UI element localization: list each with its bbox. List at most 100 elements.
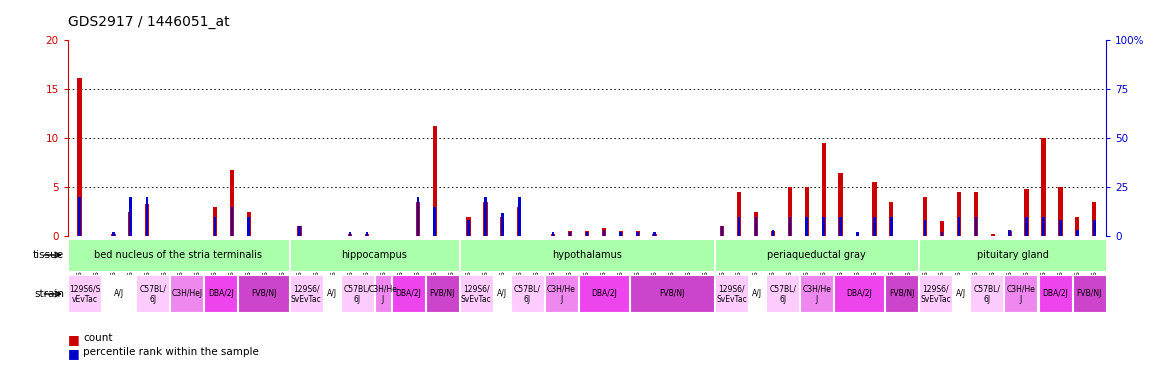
Bar [146, 197, 148, 236]
Bar [568, 231, 572, 236]
Bar [501, 213, 503, 236]
Bar [467, 220, 470, 236]
Bar [551, 234, 555, 236]
Text: FVB/NJ: FVB/NJ [1077, 290, 1101, 298]
Bar [1026, 217, 1028, 236]
Bar [1093, 220, 1096, 236]
Bar [214, 217, 216, 236]
Bar [1008, 231, 1011, 236]
Bar [375, 275, 390, 313]
Bar [78, 197, 81, 236]
Text: tissue: tissue [33, 250, 64, 260]
Bar [171, 275, 203, 313]
Bar [755, 217, 757, 236]
Bar [77, 78, 82, 236]
Bar [772, 230, 774, 236]
Bar [248, 217, 250, 236]
Bar [204, 275, 237, 313]
Text: hypothalamus: hypothalamus [552, 250, 621, 260]
Text: C3H/He
J: C3H/He J [802, 284, 832, 304]
Bar [298, 227, 300, 236]
Bar [290, 275, 322, 313]
Bar [715, 275, 749, 313]
Bar [749, 275, 765, 313]
Bar [721, 227, 724, 236]
Bar [953, 275, 969, 313]
Bar [500, 217, 505, 236]
Text: hippocampus: hippocampus [341, 250, 408, 260]
Bar [958, 217, 960, 236]
Bar [145, 204, 150, 236]
Bar [990, 234, 995, 236]
Bar [341, 275, 374, 313]
Bar [460, 275, 493, 313]
Bar [298, 227, 301, 236]
Bar [585, 232, 589, 236]
Bar [391, 275, 425, 313]
Bar [856, 232, 858, 236]
Bar [112, 232, 114, 236]
Bar [653, 232, 656, 236]
Text: C3H/HeJ: C3H/HeJ [172, 290, 202, 298]
Bar [1042, 217, 1045, 236]
Text: A/J: A/J [752, 290, 763, 298]
Bar [579, 275, 628, 313]
Bar [806, 217, 808, 236]
Text: A/J: A/J [957, 290, 966, 298]
Bar [1059, 220, 1062, 236]
Bar [715, 240, 918, 270]
Bar [800, 275, 833, 313]
Bar [630, 275, 714, 313]
Bar [103, 275, 135, 313]
Bar [637, 232, 639, 236]
Text: FVB/NJ: FVB/NJ [889, 290, 915, 298]
Bar [432, 126, 437, 236]
Text: A/J: A/J [496, 290, 507, 298]
Text: A/J: A/J [113, 290, 124, 298]
Text: GDS2917 / 1446051_at: GDS2917 / 1446051_at [68, 15, 229, 29]
Bar [940, 232, 944, 236]
Text: C57BL/
6J: C57BL/ 6J [514, 284, 541, 304]
Bar [940, 222, 944, 236]
Bar [890, 217, 892, 236]
Bar [517, 197, 521, 236]
Bar [653, 234, 656, 236]
Bar [545, 275, 578, 313]
Text: FVB/NJ: FVB/NJ [251, 290, 276, 298]
Bar [889, 202, 894, 236]
Text: DBA/2J: DBA/2J [591, 290, 617, 298]
Bar [924, 220, 926, 236]
Bar [246, 212, 251, 236]
Bar [569, 232, 571, 236]
Bar [1072, 275, 1106, 313]
Text: C57BL/
6J: C57BL/ 6J [973, 284, 1001, 304]
Text: ■: ■ [68, 347, 79, 360]
Bar [517, 207, 521, 236]
Bar [366, 232, 368, 236]
Bar [111, 234, 116, 236]
Bar [551, 232, 555, 236]
Bar [821, 143, 826, 236]
Text: C3H/He
J: C3H/He J [1007, 284, 1035, 304]
Bar [213, 207, 217, 236]
Bar [602, 228, 606, 236]
Bar [230, 170, 234, 236]
Bar [923, 197, 927, 236]
Bar [1042, 138, 1045, 236]
Bar [466, 217, 471, 236]
Bar [433, 207, 436, 236]
Bar [460, 240, 714, 270]
Text: count: count [83, 333, 112, 343]
Bar [585, 231, 589, 236]
Bar [1058, 187, 1063, 236]
Bar [721, 227, 723, 236]
Bar [494, 275, 509, 313]
Bar [68, 275, 102, 313]
Bar [872, 182, 876, 236]
Bar [738, 217, 741, 236]
Text: C57BL/
6J: C57BL/ 6J [343, 284, 370, 304]
Text: 129S6/
SvEvTac: 129S6/ SvEvTac [716, 284, 748, 304]
Bar [974, 192, 978, 236]
Bar [805, 187, 809, 236]
Text: DBA/2J: DBA/2J [395, 290, 422, 298]
